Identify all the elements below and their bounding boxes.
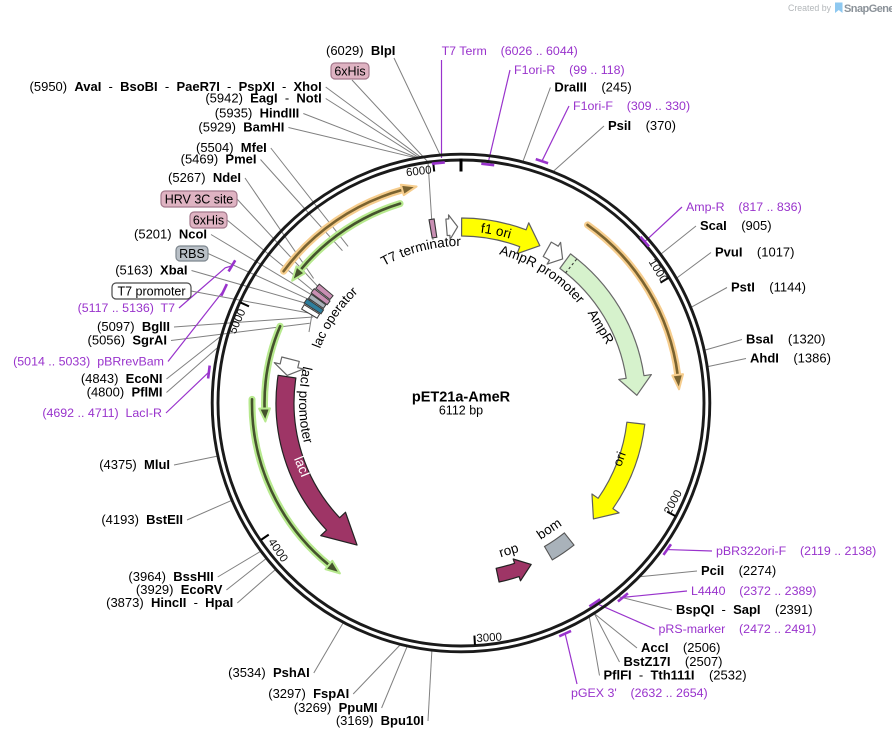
svg-text:BstZ17I (2507): BstZ17I (2507) (624, 654, 723, 669)
svg-text:6000: 6000 (405, 164, 432, 179)
svg-text:PflFI - Tth111I (2532): PflFI - Tth111I (2532) (604, 668, 747, 683)
svg-text:f1 ori: f1 ori (480, 221, 513, 242)
svg-text:HRV 3C site: HRV 3C site (165, 192, 234, 206)
svg-text:(4375) MluI: (4375) MluI (99, 457, 170, 472)
svg-text:AhdI (1386): AhdI (1386) (750, 351, 831, 366)
svg-text:(4800) PflMI: (4800) PflMI (87, 385, 163, 400)
svg-text:pRS-marker (2472 .. 2491): pRS-marker (2472 .. 2491) (659, 622, 817, 636)
svg-text:(5056) SgrAI: (5056) SgrAI (88, 333, 167, 348)
svg-text:(5950) AvaI - BsoBI - Pae: (5950) AvaI - BsoBI - PaeR7I - PspXI - X… (30, 79, 322, 94)
svg-text:(5935) HindIII: (5935) HindIII (215, 106, 300, 121)
svg-text:Amp-R (817 .. 836): Amp-R (817 .. 836) (686, 200, 802, 214)
svg-text:3000: 3000 (476, 632, 502, 645)
svg-text:(3269) PpuMI: (3269) PpuMI (294, 700, 378, 715)
svg-text:(5469) PmeI: (5469) PmeI (181, 152, 257, 167)
svg-text:ori: ori (610, 450, 629, 469)
svg-text:DraIII (245): DraIII (245) (554, 80, 631, 95)
svg-text:6xHis: 6xHis (334, 64, 365, 78)
svg-text:F1ori-F (309 .. 330): F1ori-F (309 .. 330) (573, 99, 690, 113)
svg-text:pBR322ori-F (2119 .. 2138): pBR322ori-F (2119 .. 2138) (716, 544, 876, 558)
svg-text:(3169) Bpu10I: (3169) Bpu10I (336, 713, 424, 728)
svg-text:PvuI (1017): PvuI (1017) (715, 245, 795, 260)
svg-text:(5929) BamHI: (5929) BamHI (198, 120, 284, 135)
svg-text:(5163) XbaI: (5163) XbaI (115, 263, 187, 278)
svg-text:(4692 .. 4711) LacI-R: (4692 .. 4711) LacI-R (42, 406, 162, 420)
svg-text:(5267) NdeI: (5267) NdeI (168, 170, 241, 185)
svg-text:T7 promoter: T7 promoter (117, 284, 185, 298)
svg-text:SnapGene: SnapGene (844, 3, 892, 15)
svg-text:(3964) BssHII: (3964) BssHII (128, 569, 213, 584)
svg-text:(5097) BglII: (5097) BglII (97, 319, 170, 334)
svg-text:PciI (2274): PciI (2274) (701, 563, 776, 578)
svg-text:rop: rop (497, 540, 520, 560)
svg-text:6xHis: 6xHis (193, 213, 224, 227)
svg-text:PsiI (370): PsiI (370) (608, 118, 676, 133)
svg-text:(4193) BstEII: (4193) BstEII (101, 512, 183, 527)
svg-text:(5014 .. 5033) pBRrevBam: (5014 .. 5033) pBRrevBam (13, 355, 164, 369)
svg-text:(3873) HincII - HpaI: (3873) HincII - HpaI (106, 595, 233, 610)
svg-text:(5942) EagI - NotI: (5942) EagI - NotI (205, 91, 321, 106)
svg-text:(5504) MfeI: (5504) MfeI (196, 140, 267, 155)
svg-text:BsaI (1320): BsaI (1320) (746, 332, 826, 347)
svg-text:(3534) PshAI: (3534) PshAI (228, 665, 310, 680)
svg-text:pET21a-AmeR: pET21a-AmeR (412, 390, 511, 406)
svg-text:(4843) EcoNI: (4843) EcoNI (81, 371, 163, 386)
svg-text:6112 bp: 6112 bp (439, 404, 483, 418)
svg-text:PstI (1144): PstI (1144) (731, 280, 806, 295)
svg-text:(3297) FspAI: (3297) FspAI (268, 686, 349, 701)
svg-text:(6029) BlpI: (6029) BlpI (326, 43, 395, 58)
svg-text:pGEX 3' (2632 .. 2654): pGEX 3' (2632 .. 2654) (571, 686, 708, 700)
svg-text:ScaI (905): ScaI (905) (700, 218, 772, 233)
svg-text:lacI promoter: lacI promoter (296, 365, 316, 445)
svg-text:Created by: Created by (788, 3, 832, 13)
svg-text:lacI: lacI (291, 454, 313, 479)
svg-text:F1ori-R (99 .. 118): F1ori-R (99 .. 118) (514, 63, 625, 77)
svg-text:(3929) EcoRV: (3929) EcoRV (136, 582, 223, 597)
svg-text:BspQI - SapI (2391): BspQI - SapI (2391) (676, 602, 813, 617)
svg-text:(5201) NcoI: (5201) NcoI (134, 227, 207, 242)
svg-text:AccI (2506): AccI (2506) (641, 640, 721, 655)
svg-text:(5117 .. 5136) T7: (5117 .. 5136) T7 (78, 301, 175, 315)
svg-text:RBS: RBS (179, 247, 205, 261)
svg-text:T7 Term (6026 .. 6044): T7 Term (6026 .. 6044) (442, 44, 578, 58)
svg-text:L4440 (2372 .. 2389): L4440 (2372 .. 2389) (691, 584, 816, 598)
